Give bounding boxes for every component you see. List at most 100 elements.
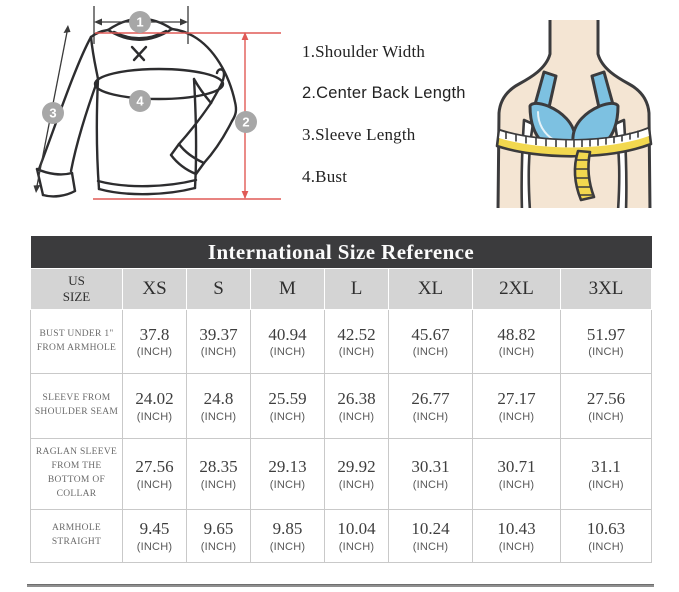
cell-value: 37.8	[139, 324, 170, 344]
row-label: SLEEVE FROM SHOULDER SEAM	[30, 373, 123, 439]
cell-value: 9.65	[203, 519, 234, 539]
legend-item-sleeve-length: 3.Sleeve Length	[302, 125, 416, 144]
table-title: International Size Reference	[30, 236, 652, 269]
col-header-xl: XL	[388, 268, 473, 310]
cell-value: 26.77	[411, 389, 450, 409]
sweater-outline	[35, 17, 238, 198]
size-cell: 26.38 (INCH)	[324, 373, 389, 439]
cell-unit: (INCH)	[588, 410, 624, 423]
col-header-2xl: 2XL	[472, 268, 561, 310]
size-cell: 28.35 (INCH)	[186, 438, 251, 510]
size-cell: 37.8 (INCH)	[122, 309, 187, 374]
cell-value: 29.13	[268, 457, 307, 477]
cell-value: 24.02	[135, 389, 174, 409]
size-cell: 10.43 (INCH)	[472, 509, 561, 563]
corner-line2: SIZE	[62, 289, 91, 304]
size-cell: 27.56 (INCH)	[560, 373, 652, 439]
legend-item-shoulder-width: 1.Shoulder Width	[302, 42, 426, 61]
legend-item-center-back-length: 2.Center Back Length	[302, 84, 466, 102]
cell-value: 10.43	[497, 519, 536, 539]
badge-2-icon: 2	[235, 111, 257, 133]
cell-value: 48.82	[497, 324, 536, 344]
cell-unit: (INCH)	[136, 540, 173, 553]
cell-value: 30.71	[497, 457, 536, 477]
cell-value: 40.94	[268, 324, 307, 344]
col-header-l: L	[324, 268, 389, 310]
size-cell: 51.97 (INCH)	[560, 309, 652, 374]
size-cell: 9.85 (INCH)	[250, 509, 325, 563]
size-cell: 30.31 (INCH)	[388, 438, 473, 510]
cell-unit: (INCH)	[200, 478, 237, 491]
size-cell: 45.67 (INCH)	[388, 309, 473, 374]
cell-value: 26.38	[337, 389, 376, 409]
corner-header: US SIZE	[30, 268, 123, 310]
cell-value: 42.52	[337, 324, 376, 344]
cell-unit: (INCH)	[136, 346, 173, 359]
bust-measure-illustration	[495, 20, 653, 208]
legend-item-bust: 4.Bust	[302, 167, 348, 186]
cell-unit: (INCH)	[498, 478, 535, 491]
corner-line1: US	[68, 273, 85, 289]
size-cell: 39.37 (INCH)	[186, 309, 251, 374]
svg-text:2: 2	[242, 115, 249, 130]
size-cell: 24.8 (INCH)	[186, 373, 251, 439]
cell-unit: (INCH)	[136, 410, 173, 423]
size-cell: 10.04 (INCH)	[324, 509, 389, 563]
cell-unit: (INCH)	[412, 410, 449, 423]
badge-3-icon: 3	[42, 102, 64, 124]
cell-value: 39.37	[199, 324, 238, 344]
col-header-xs: XS	[122, 268, 187, 310]
cell-unit: (INCH)	[200, 346, 237, 359]
row-label: ARMHOLE STRAIGHT	[30, 509, 123, 563]
cell-value: 25.59	[268, 389, 307, 409]
table-row: RAGLAN SLEEVE FROM THE BOTTOM OF COLLAR …	[30, 438, 652, 510]
cell-unit: (INCH)	[269, 410, 306, 423]
cell-unit: (INCH)	[588, 478, 624, 491]
size-cell: 27.17 (INCH)	[472, 373, 561, 439]
svg-text:4: 4	[136, 94, 144, 109]
cell-unit: (INCH)	[269, 478, 306, 491]
svg-text:1: 1	[136, 15, 143, 30]
svg-text:3: 3	[49, 106, 56, 121]
size-cell: 29.92 (INCH)	[324, 438, 389, 510]
cell-unit: (INCH)	[588, 540, 624, 553]
cell-unit: (INCH)	[412, 478, 449, 491]
cell-unit: (INCH)	[412, 540, 449, 553]
cell-unit: (INCH)	[269, 346, 306, 359]
cell-value: 31.1	[591, 457, 621, 477]
size-cell: 42.52 (INCH)	[324, 309, 389, 374]
cell-unit: (INCH)	[200, 410, 237, 423]
cell-unit: (INCH)	[338, 346, 375, 359]
cell-value: 9.45	[139, 519, 170, 539]
cell-value: 10.04	[337, 519, 376, 539]
size-cell: 40.94 (INCH)	[250, 309, 325, 374]
row-label: RAGLAN SLEEVE FROM THE BOTTOM OF COLLAR	[30, 438, 123, 510]
table-row: SLEEVE FROM SHOULDER SEAM 24.02 (INCH) 24…	[30, 373, 652, 439]
cell-value: 27.17	[497, 389, 536, 409]
size-cell: 9.65 (INCH)	[186, 509, 251, 563]
cell-unit: (INCH)	[269, 540, 306, 553]
size-cell: 26.77 (INCH)	[388, 373, 473, 439]
cell-value: 28.35	[199, 457, 238, 477]
size-cell: 48.82 (INCH)	[472, 309, 561, 374]
size-cell: 9.45 (INCH)	[122, 509, 187, 563]
cell-unit: (INCH)	[498, 410, 535, 423]
cell-value: 45.67	[411, 324, 450, 344]
col-header-s: S	[186, 268, 251, 310]
cell-unit: (INCH)	[338, 540, 375, 553]
col-header-m: M	[250, 268, 325, 310]
cell-unit: (INCH)	[412, 346, 449, 359]
col-header-3xl: 3XL	[560, 268, 652, 310]
size-cell: 10.63 (INCH)	[560, 509, 652, 563]
cell-unit: (INCH)	[588, 346, 624, 359]
sweater-measure-diagram: 1 2 3 4	[33, 6, 281, 200]
size-cell: 24.02 (INCH)	[122, 373, 187, 439]
cell-value: 51.97	[586, 324, 626, 344]
table-row: ARMHOLE STRAIGHT 9.45 (INCH) 9.65 (INCH) 9…	[30, 509, 652, 563]
table-row: BUST UNDER 1" FROM ARMHOLE 37.8 (INCH) 39…	[30, 309, 652, 374]
size-cell: 25.59 (INCH)	[250, 373, 325, 439]
table-header-row: US SIZE XS S M L XL 2XL 3XL	[30, 268, 652, 310]
cell-value: 9.85	[272, 519, 303, 539]
cell-unit: (INCH)	[338, 410, 375, 423]
